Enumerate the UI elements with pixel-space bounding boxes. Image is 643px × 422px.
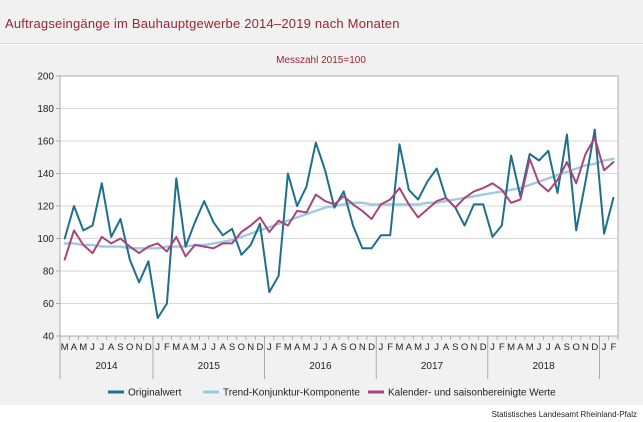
y-tick-label: 140 — [37, 169, 54, 180]
x-tick-label-month: O — [238, 342, 245, 353]
x-tick-label-month: N — [359, 342, 366, 353]
x-tick-label-month: J — [211, 342, 216, 353]
x-tick-label-month: J — [425, 342, 430, 353]
x-tick-label-month: M — [284, 342, 292, 353]
y-tick-label: 160 — [37, 137, 54, 148]
x-tick-label-month: A — [443, 342, 450, 353]
x-tick-label-year: 2017 — [421, 361, 444, 372]
x-tick-label-month: O — [349, 342, 356, 353]
x-tick-label-month: A — [554, 342, 561, 353]
x-tick-label-month: S — [340, 342, 346, 353]
x-tick-label-month: D — [480, 342, 487, 353]
x-tick-label-month: O — [126, 342, 133, 353]
source-note: Statistisches Landesamt Rheinland-Pfalz — [491, 410, 637, 419]
x-tick-label-year: 2014 — [95, 361, 118, 372]
x-tick-label-month: J — [99, 342, 104, 353]
x-tick-label-month: J — [155, 342, 160, 353]
x-tick-label-month: N — [470, 342, 477, 353]
x-tick-label-month: F — [610, 342, 616, 353]
x-tick-label-month: A — [406, 342, 413, 353]
y-tick-label: 100 — [37, 234, 54, 245]
x-tick-label-month: O — [572, 342, 579, 353]
x-tick-label-month: F — [499, 342, 505, 353]
legend-label: Kalender- und saisonbereinigte Werte — [388, 388, 556, 399]
x-tick-label-month: N — [136, 342, 143, 353]
x-tick-label-month: D — [591, 342, 598, 353]
legend-label: Trend-Konjunktur-Komponente — [223, 388, 360, 399]
x-tick-label-year: 2015 — [198, 361, 221, 372]
x-tick-label-month: M — [507, 342, 515, 353]
x-tick-label-month: O — [461, 342, 468, 353]
x-tick-label-month: A — [182, 342, 189, 353]
series-line-3 — [63, 136, 615, 261]
x-tick-label-month: M — [395, 342, 403, 353]
x-tick-label-month: M — [172, 342, 180, 353]
x-tick-label-month: N — [247, 342, 254, 353]
chart-subtitle: Messzahl 2015=100 — [276, 55, 366, 66]
x-tick-label-month: A — [108, 342, 115, 353]
x-tick-label-month: D — [257, 342, 264, 353]
x-tick-label-month: F — [164, 342, 170, 353]
y-tick-label: 60 — [43, 299, 55, 310]
x-tick-label-month: J — [602, 342, 607, 353]
x-tick-label-month: S — [117, 342, 123, 353]
x-tick-label-month: M — [191, 342, 199, 353]
x-tick-label-month: J — [202, 342, 207, 353]
x-tick-label-month: A — [517, 342, 524, 353]
x-tick-label-month: D — [368, 342, 375, 353]
x-tick-label-month: J — [537, 342, 542, 353]
x-tick-label-month: M — [79, 342, 87, 353]
x-tick-label-month: D — [145, 342, 152, 353]
x-tick-label-month: J — [490, 342, 495, 353]
x-tick-label-month: M — [61, 342, 69, 353]
x-tick-label-month: F — [276, 342, 282, 353]
x-tick-label-month: J — [378, 342, 383, 353]
x-tick-label-month: N — [582, 342, 589, 353]
x-tick-label-month: F — [387, 342, 393, 353]
y-tick-label: 120 — [37, 202, 54, 213]
x-tick-label-month: J — [313, 342, 318, 353]
legend-label: Originalwert — [128, 388, 182, 399]
y-tick-label: 180 — [37, 104, 54, 115]
x-tick-label-month: M — [526, 342, 534, 353]
x-tick-label-month: S — [564, 342, 570, 353]
chart-title: Auftragseingänge im Bauhauptgewerbe 2014… — [5, 16, 400, 31]
x-tick-label-month: J — [434, 342, 439, 353]
x-tick-label-month: A — [220, 342, 227, 353]
x-tick-label-month: A — [71, 342, 78, 353]
x-tick-label-year: 2018 — [532, 361, 555, 372]
x-tick-label-month: J — [323, 342, 328, 353]
x-tick-label-month: J — [90, 342, 95, 353]
y-tick-label: 40 — [43, 332, 55, 343]
x-tick-label-month: S — [229, 342, 235, 353]
x-tick-label-month: M — [414, 342, 422, 353]
x-tick-label-month: J — [267, 342, 272, 353]
title-bar: Auftragseingänge im Bauhauptgewerbe 2014… — [0, 0, 643, 44]
x-tick-label-month: S — [452, 342, 458, 353]
y-tick-label: 80 — [43, 267, 55, 278]
x-tick-label-month: A — [294, 342, 301, 353]
x-tick-label-year: 2016 — [309, 361, 332, 372]
x-tick-label-month: A — [331, 342, 338, 353]
x-tick-label-month: J — [546, 342, 551, 353]
x-tick-label-month: M — [302, 342, 310, 353]
y-tick-label: 200 — [37, 72, 54, 83]
